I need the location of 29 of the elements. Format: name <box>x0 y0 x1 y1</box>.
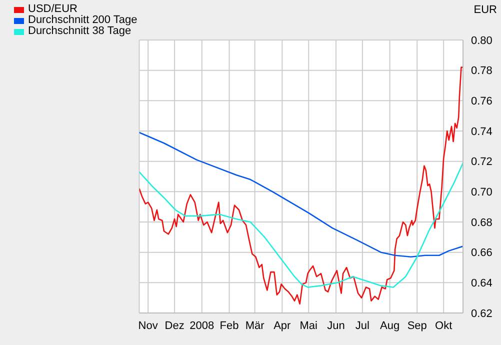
x-tick-label: Mär <box>245 320 265 332</box>
legend-label: USD/EUR <box>28 3 78 15</box>
y-tick-label: 0.62 <box>471 308 492 320</box>
y-tick-label: 0.74 <box>471 126 492 138</box>
y-axis-title: EUR <box>474 4 497 16</box>
y-tick-label: 0.64 <box>471 278 492 290</box>
x-tick-label: Sep <box>407 320 427 332</box>
y-tick-label: 0.68 <box>471 216 492 229</box>
x-tick-label: Okt <box>435 320 452 332</box>
line-series <box>139 66 463 305</box>
y-tick-label: 0.80 <box>471 34 492 47</box>
x-tick-label: Feb <box>220 320 239 332</box>
x-tick-label: 2008 <box>190 320 214 332</box>
x-tick-label: Mai <box>300 320 318 332</box>
x-tick-label: Nov <box>138 320 158 332</box>
y-tick-label: 0.78 <box>471 65 492 78</box>
y-tick-label: 0.72 <box>471 156 492 168</box>
y-tick-label: 0.70 <box>471 186 492 199</box>
line-series <box>139 132 463 258</box>
y-tick-label: 0.76 <box>471 96 492 108</box>
x-tick-label: Aug <box>380 320 400 332</box>
legend-label: Durchschnitt 200 Tage <box>28 14 138 26</box>
x-tick-label: Dez <box>164 320 184 332</box>
x-tick-label: Jul <box>355 320 370 332</box>
x-tick-label: Apr <box>274 320 292 332</box>
x-tick-label: Jun <box>327 320 345 332</box>
legend-label: Durchschnitt 38 Tage <box>28 25 132 37</box>
y-tick-label: 0.66 <box>471 247 492 260</box>
line-series <box>139 162 463 288</box>
